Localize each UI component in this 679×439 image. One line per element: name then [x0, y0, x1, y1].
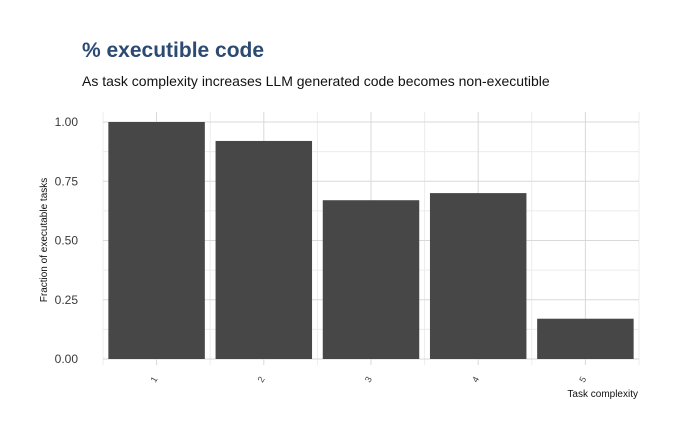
chart-subtitle: As task complexity increases LLM generat…: [82, 73, 550, 89]
y-tick-label: 0.75: [55, 174, 79, 188]
y-tick-label: 0.25: [55, 293, 79, 307]
y-tick-label: 0.50: [55, 234, 79, 248]
y-axis-ticks: 0.00 0.25 0.50 0.75 1.00: [55, 115, 79, 366]
x-axis-label: Task complexity: [567, 389, 638, 400]
bar-1: [108, 122, 205, 359]
bars: [108, 122, 634, 359]
bar-3: [322, 200, 420, 359]
x-tick-label: 1: [148, 375, 159, 384]
y-tick-label: 1.00: [55, 115, 79, 129]
x-tick-label: 5: [577, 375, 588, 384]
x-axis-ticks: 1 2 3 4 5: [148, 375, 588, 384]
y-axis-label: Fraction of executable tasks: [39, 178, 50, 303]
bar-2: [215, 140, 313, 359]
x-tick-label: 4: [470, 375, 481, 384]
x-tick-label: 3: [363, 375, 374, 384]
x-tick-label: 2: [256, 375, 267, 384]
bar-4: [429, 193, 527, 359]
chart-title: % executible code: [82, 39, 264, 62]
y-tick-label: 0.00: [55, 352, 79, 366]
bar-5: [537, 318, 634, 359]
